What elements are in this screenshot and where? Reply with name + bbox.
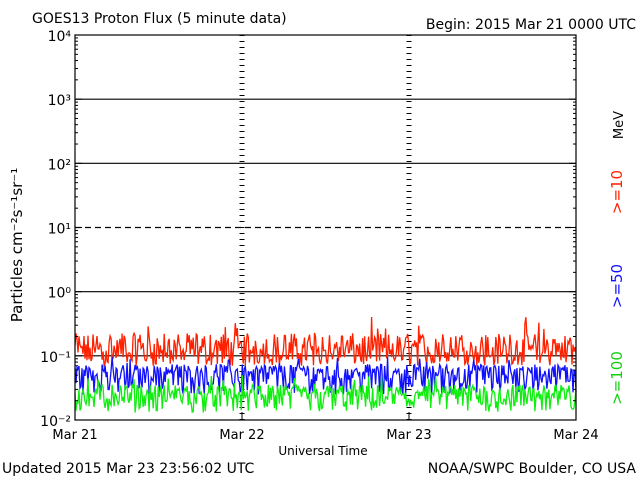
y-tick-label: 10³	[48, 93, 71, 109]
legend-ge50: >=50	[608, 264, 626, 308]
y-tick-label: 10¹	[48, 222, 71, 238]
y-tick-label: 10²	[48, 157, 71, 173]
y-tick-label: 10⁴	[48, 29, 72, 45]
x-axis-label: Universal Time	[278, 444, 367, 458]
data-source: NOAA/SWPC Boulder, CO USA	[428, 461, 637, 477]
updated-timestamp: Updated 2015 Mar 23 23:56:02 UTC	[2, 461, 255, 477]
series-line-2	[74, 375, 577, 413]
y-tick-label: 10⁰	[48, 286, 72, 302]
legend-ge10: >=10	[608, 170, 626, 214]
plot-layer: 10⁻² 10⁻¹ 10⁰ 10¹ 10² 10³ 10⁴ Mar 21 Mar 22 Mar 2…	[40, 29, 598, 443]
legend-unit-mev: MeV	[612, 111, 627, 139]
x-tick-label: Mar 23	[386, 428, 431, 443]
y-tick-label: 10⁻¹	[40, 350, 71, 366]
legend-ge100: >=100	[608, 351, 626, 405]
x-tick-label: Mar 22	[219, 428, 264, 443]
x-tick-label: Mar 24	[553, 428, 598, 443]
begin-time: Begin: 2015 Mar 21 0000 UTC	[426, 17, 636, 33]
y-tick-label: 10⁻²	[40, 414, 71, 430]
y-axis-label: Particles cm⁻²s⁻¹sr⁻¹	[8, 168, 26, 322]
x-tick-label: Mar 21	[52, 428, 97, 443]
chart-title: GOES13 Proton Flux (5 minute data)	[32, 11, 287, 27]
series-line-0	[74, 316, 577, 368]
series-line-1	[74, 356, 577, 395]
